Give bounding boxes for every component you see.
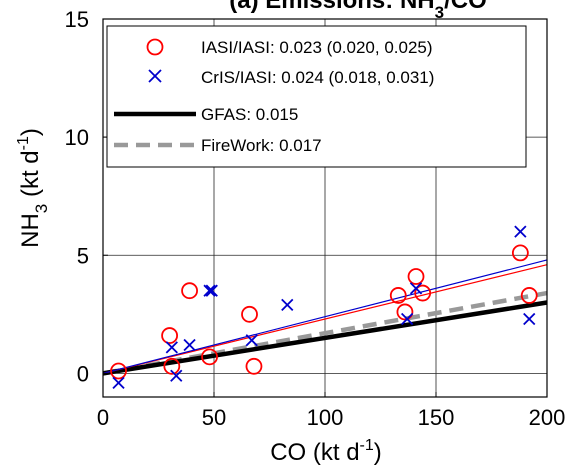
cris-point xyxy=(523,312,536,326)
iasi-point xyxy=(181,282,198,300)
legend: IASI/IASI: 0.023 (0.020, 0.025) CrIS/IAS… xyxy=(106,25,527,168)
cris-point xyxy=(245,334,258,347)
iasi-point xyxy=(245,357,263,375)
cris-point xyxy=(112,376,125,389)
cris-point xyxy=(203,284,216,297)
iasi-point xyxy=(241,305,258,323)
iasi-point xyxy=(511,244,529,262)
iasi-point xyxy=(161,327,179,344)
y-axis-label: NH3 (kt d-1) xyxy=(15,128,51,248)
data-points xyxy=(110,225,538,389)
cris-fit-line xyxy=(102,259,548,374)
iasi-point xyxy=(389,287,407,304)
cris-point xyxy=(401,312,414,326)
iasi-point xyxy=(163,357,181,375)
x-tick-label: 0 xyxy=(97,405,109,430)
x-tick-label: 200 xyxy=(529,405,566,430)
x-axis-label: CO (kt d-1) xyxy=(270,437,382,466)
y-tick-label: 5 xyxy=(77,243,89,268)
cris-point xyxy=(165,341,178,354)
legend-label-iasi: IASI/IASI: 0.023 (0.020, 0.025) xyxy=(201,38,433,57)
iasi-point xyxy=(201,348,218,366)
iasi-point xyxy=(110,362,127,380)
cris-point xyxy=(409,282,423,295)
legend-label-firework: FireWork: 0.017 xyxy=(201,136,322,155)
axis-ticks: 0 50 100 150 200 0 5 10 15 xyxy=(65,7,566,430)
cris-point xyxy=(281,298,294,311)
x-tick-label: 100 xyxy=(307,405,344,430)
legend-label-cris: CrIS/IASI: 0.024 (0.018, 0.031) xyxy=(201,68,434,87)
cris-point xyxy=(514,225,527,238)
legend-box xyxy=(106,25,527,168)
iasi-fit-line xyxy=(102,264,548,374)
y-tick-label: 10 xyxy=(65,125,89,150)
chart-title: (a) Emissions: NH3/CO xyxy=(229,0,487,22)
cris-point xyxy=(170,369,183,382)
legend-marker-cris xyxy=(148,69,162,83)
iasi-point xyxy=(396,303,414,321)
iasi-point xyxy=(520,287,538,304)
y-tick-label: 15 xyxy=(65,7,89,32)
x-tick-label: 50 xyxy=(202,405,226,430)
legend-label-gfas: GFAS: 0.015 xyxy=(201,105,298,124)
iasi-point xyxy=(414,284,432,302)
cris-point xyxy=(183,338,196,352)
x-tick-label: 150 xyxy=(418,405,455,430)
y-tick-label: 0 xyxy=(77,361,89,386)
iasi-point xyxy=(407,268,425,285)
cris-point xyxy=(205,284,218,297)
legend-marker-iasi xyxy=(146,38,164,56)
